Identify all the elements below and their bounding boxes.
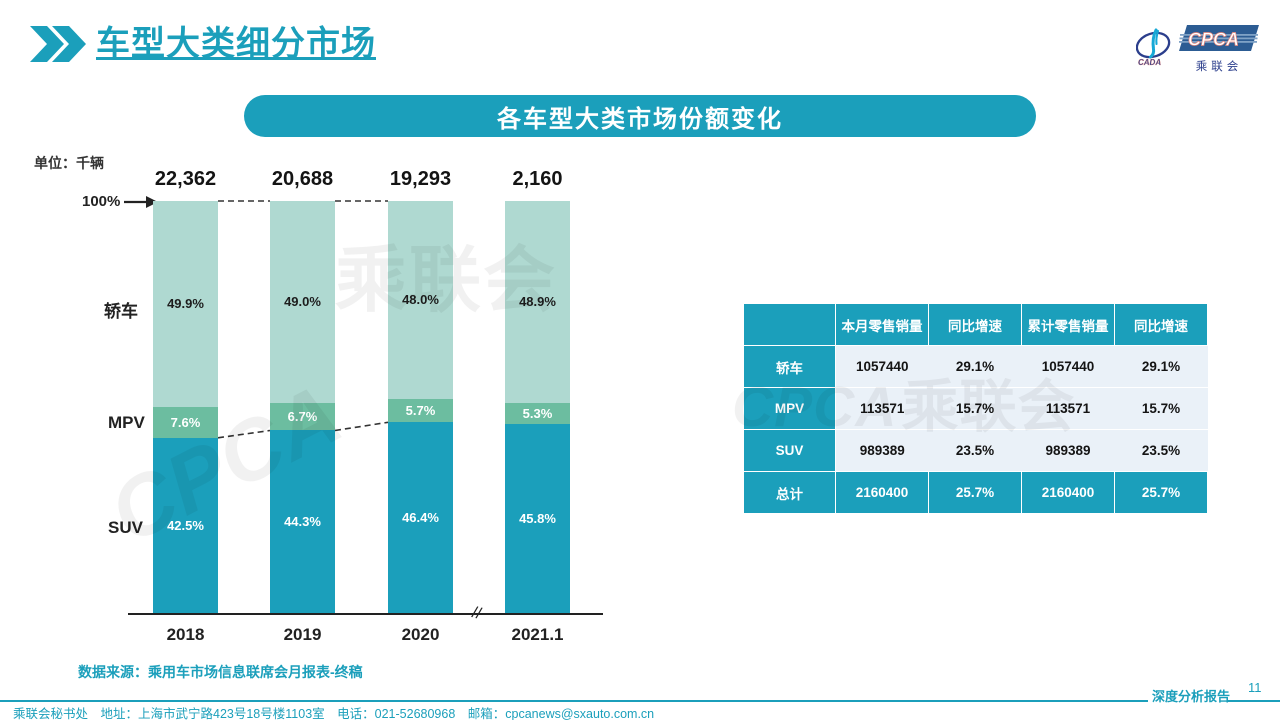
svg-text:CADA: CADA	[1138, 58, 1161, 67]
svg-text:CPCA: CPCA	[1188, 30, 1239, 50]
